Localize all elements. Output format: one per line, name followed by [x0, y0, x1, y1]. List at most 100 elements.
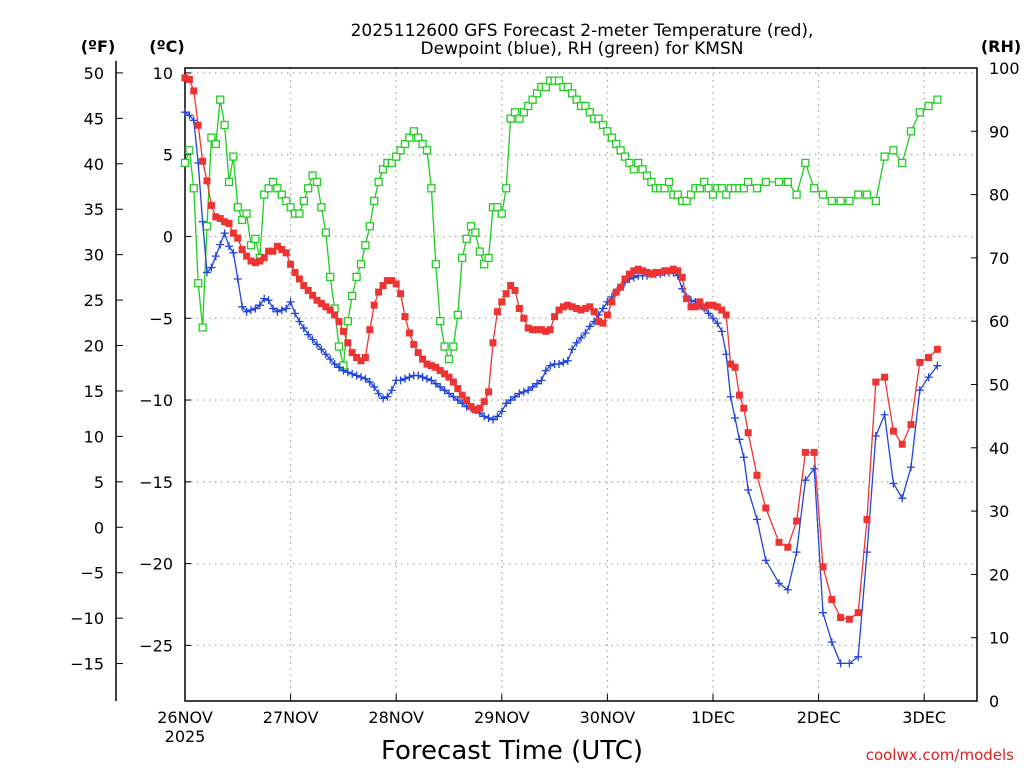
- temperature-point: [744, 429, 752, 437]
- temperature-point: [269, 247, 277, 255]
- temperature-point: [854, 609, 862, 617]
- temperature-point: [762, 504, 770, 512]
- rh-point: [220, 120, 229, 130]
- temperature-point: [577, 306, 585, 314]
- rh-point: [515, 114, 524, 123]
- dewpoint-point: [519, 387, 528, 396]
- rh-point: [836, 196, 845, 206]
- temperature-point: [775, 538, 783, 546]
- temperature-point: [793, 517, 801, 525]
- rh-point: [387, 158, 396, 168]
- dewpoint-point: [568, 345, 577, 354]
- x-tick-label: 28NOV: [368, 708, 424, 727]
- x-tick-label: 29NOV: [474, 708, 530, 727]
- dewpoint-point: [220, 229, 229, 238]
- rh-point: [440, 342, 449, 351]
- fahrenheit-tick-label: 10: [84, 427, 104, 446]
- dewpoint-point: [722, 350, 731, 359]
- rh-point: [462, 234, 471, 244]
- dewpoint-point: [299, 324, 308, 333]
- dewpoint-point: [739, 453, 748, 462]
- temperature-point: [691, 303, 699, 311]
- rh-point: [268, 177, 278, 187]
- dewpoint-point: [370, 382, 379, 391]
- temperature-point: [524, 324, 532, 332]
- dewpoint-line: [184, 111, 938, 665]
- temperature-point: [423, 360, 431, 368]
- dewpoint-point: [704, 309, 713, 318]
- rh-point: [660, 184, 669, 193]
- rh-series: [180, 76, 942, 370]
- rh-point: [568, 89, 577, 98]
- temperature-point: [388, 277, 396, 285]
- dewpoint-point: [251, 304, 260, 313]
- dewpoint-point: [480, 412, 489, 421]
- temperature-point: [317, 300, 325, 308]
- dewpoint-point: [497, 407, 506, 416]
- temperature-point: [907, 421, 915, 429]
- rh-point: [845, 196, 854, 206]
- temperature-point: [331, 311, 339, 319]
- dewpoint-point: [379, 394, 387, 403]
- dewpoint-point: [304, 330, 313, 339]
- rh-point: [207, 133, 216, 142]
- dewpoint-point: [761, 556, 770, 565]
- rh-point: [524, 101, 533, 111]
- dewpoint-point: [572, 338, 581, 347]
- dewpoint-point: [484, 414, 493, 423]
- rh-point: [792, 190, 801, 199]
- temperature-point: [700, 303, 708, 311]
- rh-point: [216, 95, 225, 104]
- rh-point: [312, 177, 322, 187]
- temperature-point: [722, 311, 730, 319]
- temperature-point: [735, 391, 743, 399]
- temperature-point: [471, 406, 479, 414]
- temperature-point: [445, 373, 453, 381]
- rh-point: [180, 158, 190, 168]
- x-tick-label: 27NOV: [263, 708, 319, 727]
- rh-point: [374, 177, 383, 187]
- dewpoint-point: [211, 252, 220, 261]
- rh-point: [722, 190, 731, 199]
- rh-point: [449, 342, 458, 351]
- rh-point: [431, 260, 440, 269]
- rh-point: [317, 203, 326, 212]
- temperature-point: [581, 304, 589, 312]
- temperature-point: [872, 378, 880, 386]
- rh-point: [783, 177, 792, 187]
- dewpoint-point: [357, 373, 365, 382]
- temperature-point: [559, 303, 567, 311]
- dewpoint-point: [242, 307, 251, 316]
- celsius-tick-label: −25: [139, 636, 173, 655]
- temperature-point: [784, 543, 792, 551]
- rh-point: [744, 177, 753, 187]
- rh-point: [326, 272, 335, 282]
- rh-point: [532, 89, 542, 98]
- rh-point: [458, 253, 467, 263]
- temperature-point: [458, 391, 466, 399]
- dewpoint-point: [709, 314, 717, 323]
- rh-point: [686, 190, 696, 199]
- rh-tick-label: 10: [989, 629, 1009, 648]
- dewpoint-point: [321, 350, 330, 359]
- rh-tick-label: 90: [989, 122, 1009, 141]
- rh-point: [594, 114, 603, 123]
- dewpoint-point: [515, 389, 524, 398]
- rh-line: [184, 80, 938, 366]
- dewpoint-point: [313, 340, 321, 349]
- temperature-point: [278, 246, 286, 254]
- fahrenheit-tick-label: 0: [94, 518, 104, 537]
- temperature-point: [718, 306, 726, 314]
- rh-point: [497, 209, 506, 218]
- temperature-point: [731, 363, 739, 371]
- temperature-point: [256, 257, 264, 265]
- rh-point: [739, 184, 748, 193]
- dewpoint-point: [225, 242, 233, 251]
- rh-point: [801, 158, 810, 168]
- fahrenheit-tick-label: −10: [70, 609, 104, 628]
- temperature-point: [405, 329, 413, 337]
- temperature-point: [898, 440, 906, 448]
- rh-point: [906, 127, 916, 136]
- dewpoint-point: [189, 116, 198, 125]
- dewpoint-point: [269, 304, 277, 313]
